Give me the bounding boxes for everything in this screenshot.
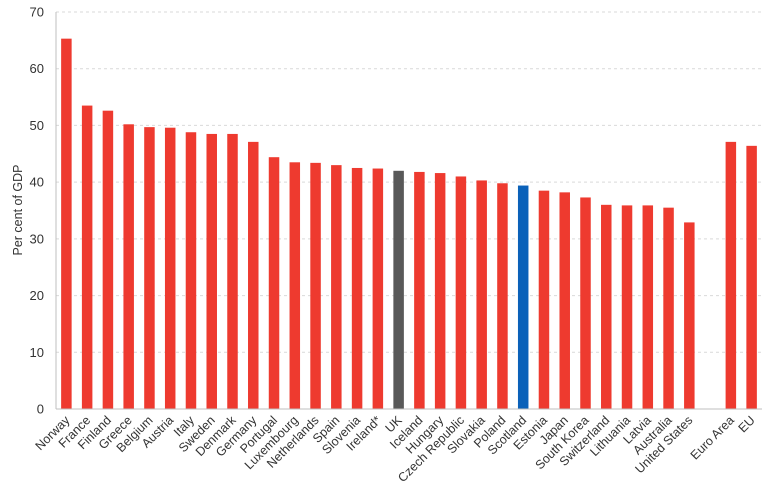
y-axis-title: Per cent of GDP — [11, 164, 25, 255]
y-tick-label: 0 — [37, 402, 44, 417]
y-tick-label: 10 — [30, 345, 44, 360]
bar-ireland — [372, 168, 384, 409]
bar-germany — [248, 141, 259, 409]
bar-slovenia — [351, 167, 363, 409]
bar-euro-area — [725, 141, 737, 409]
y-tick-label: 30 — [30, 231, 44, 246]
bars — [61, 38, 757, 410]
axes: 0 10 20 30 40 50 60 70 — [30, 5, 762, 417]
y-tick-label: 20 — [30, 288, 44, 303]
bar-united-states — [684, 222, 695, 409]
y-tick-label: 50 — [30, 118, 44, 133]
bar-uk — [393, 170, 404, 409]
bar-switzerland — [601, 204, 612, 409]
bar-estonia — [538, 190, 550, 409]
bar-czech-republic — [455, 176, 467, 409]
y-tick-label: 70 — [30, 5, 44, 20]
bar-portugal — [268, 157, 280, 409]
y-tick-label: 40 — [30, 175, 44, 190]
category-labels: NorwayFranceFinlandGreeceBelgiumAustriaI… — [33, 413, 758, 485]
bar-hungary — [434, 173, 446, 409]
bar-south-korea — [580, 197, 591, 409]
bar-spain — [331, 165, 342, 409]
bar-norway — [61, 38, 72, 410]
bar-slovakia — [476, 180, 487, 409]
bar-poland — [497, 183, 508, 409]
x-category-label: EU — [736, 413, 758, 435]
bar-sweden — [206, 133, 217, 409]
bar-italy — [185, 132, 197, 409]
bar-japan — [559, 192, 570, 409]
bar-eu — [746, 145, 757, 410]
bar-lithuania — [621, 205, 633, 409]
bar-australia — [663, 207, 674, 409]
bar-finland — [102, 110, 114, 409]
bar-scotland — [517, 185, 529, 409]
bar-denmark — [227, 133, 238, 409]
bar-france — [81, 105, 93, 409]
x-category-label: Euro Area — [688, 413, 737, 462]
bar-austria — [164, 127, 176, 409]
bar-latvia — [642, 205, 654, 409]
bar-greece — [123, 124, 134, 410]
y-tick-label: 60 — [30, 61, 44, 76]
bar-iceland — [414, 171, 425, 409]
gridlines — [56, 11, 762, 353]
bar-luxembourg — [289, 162, 301, 409]
bar-netherlands — [310, 162, 321, 409]
bar-belgium — [144, 127, 155, 409]
